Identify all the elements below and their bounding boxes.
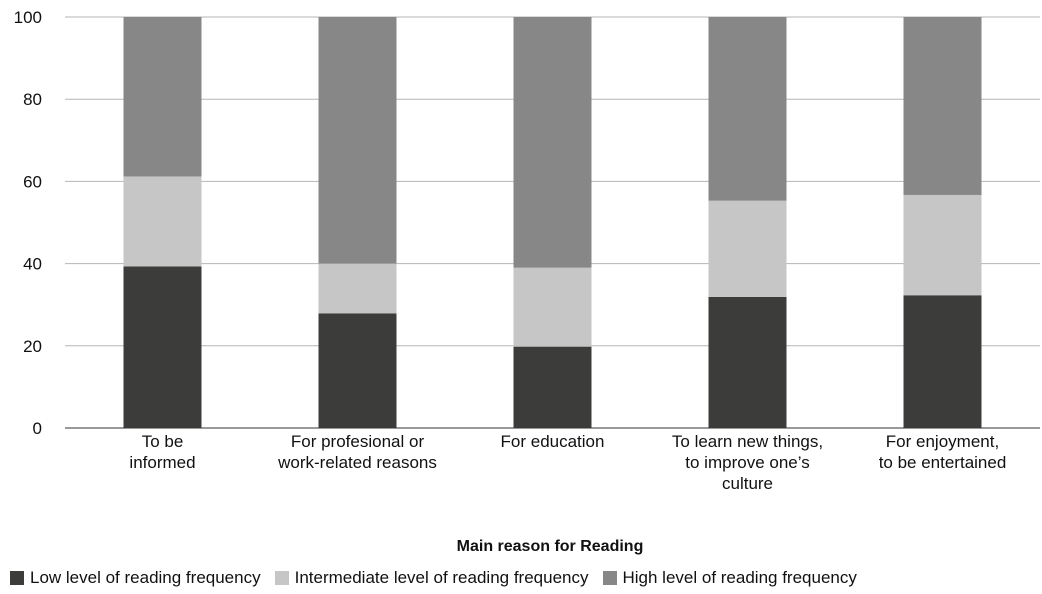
bar-segment bbox=[513, 346, 592, 428]
legend-swatch bbox=[10, 571, 24, 585]
y-tick-label: 20 bbox=[23, 337, 42, 356]
category-label: work-related reasons bbox=[277, 453, 437, 472]
legend: Low level of reading frequency Intermedia… bbox=[10, 568, 871, 588]
y-tick-label: 100 bbox=[14, 8, 42, 27]
category-labels: To be informed For profesional or work-rela… bbox=[129, 432, 1006, 493]
category-label: informed bbox=[129, 453, 195, 472]
y-tick-label: 40 bbox=[23, 255, 42, 274]
category-label: For enjoyment, bbox=[886, 432, 999, 451]
bar-segment bbox=[123, 17, 202, 177]
category-label: To learn new things, bbox=[672, 432, 823, 451]
y-tick-label: 0 bbox=[33, 419, 42, 438]
legend-label: High level of reading frequency bbox=[622, 568, 857, 587]
bar-segment bbox=[903, 194, 982, 296]
legend-swatch bbox=[274, 571, 289, 585]
category-label: For profesional or bbox=[291, 432, 425, 451]
bar-segment bbox=[123, 266, 202, 428]
category-label: to improve one’s bbox=[685, 453, 809, 472]
category-label: For education bbox=[501, 432, 605, 451]
bar-segment bbox=[318, 313, 397, 428]
y-tick-label: 60 bbox=[23, 172, 42, 191]
bar-segment bbox=[513, 17, 592, 268]
bar-segment bbox=[708, 200, 787, 297]
bar-segment bbox=[123, 176, 202, 267]
bar-segment bbox=[903, 295, 982, 428]
y-tick-label: 80 bbox=[23, 90, 42, 109]
legend-item: Low level of reading frequency bbox=[10, 568, 261, 588]
bar-segment bbox=[708, 17, 787, 201]
category-label: culture bbox=[722, 474, 773, 493]
bar-segment bbox=[318, 263, 397, 314]
y-axis-ticks: 0 20 40 60 80 100 bbox=[14, 8, 42, 438]
category-label: to be entertained bbox=[879, 453, 1007, 472]
bar-segment bbox=[513, 267, 592, 347]
category-label: To be bbox=[142, 432, 184, 451]
legend-label: Intermediate level of reading frequency bbox=[294, 568, 589, 587]
legend-item: High level of reading frequency bbox=[602, 568, 857, 588]
stacked-bar-chart: 0 20 40 60 80 100 To be informed For profesiona… bbox=[14, 8, 1040, 555]
bars bbox=[123, 17, 982, 428]
bar-segment bbox=[903, 17, 982, 195]
legend-item: Intermediate level of reading frequency bbox=[274, 568, 589, 588]
bar-segment bbox=[708, 296, 787, 428]
bar-segment bbox=[318, 17, 397, 264]
x-axis-title: Main reason for Reading bbox=[457, 538, 644, 555]
legend-label: Low level of reading frequency bbox=[30, 568, 261, 587]
legend-swatch bbox=[602, 571, 617, 585]
